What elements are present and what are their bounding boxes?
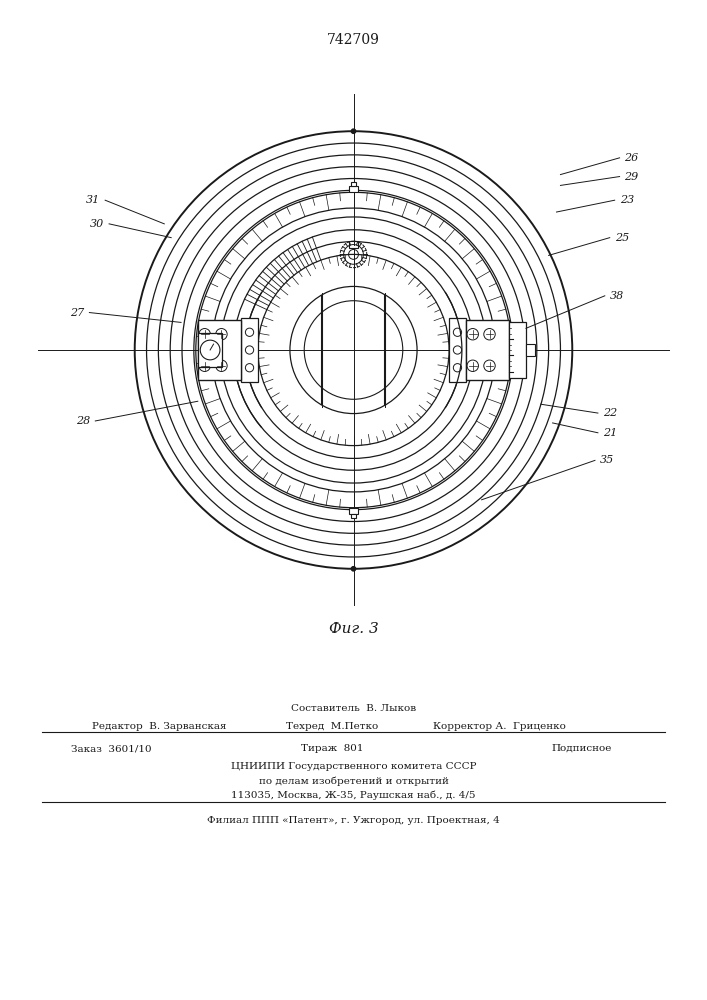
Bar bbox=[509, 322, 526, 378]
Bar bbox=[349, 508, 358, 514]
Text: 21: 21 bbox=[603, 428, 617, 438]
Text: 742709: 742709 bbox=[327, 33, 380, 47]
Text: 30: 30 bbox=[90, 219, 104, 229]
Bar bbox=[449, 318, 466, 382]
Bar bbox=[198, 320, 241, 380]
Bar bbox=[349, 186, 358, 192]
Text: 25: 25 bbox=[614, 233, 629, 243]
Text: 31: 31 bbox=[86, 195, 100, 205]
Text: Техред  М.Петко: Техред М.Петко bbox=[286, 722, 378, 731]
Bar bbox=[349, 241, 358, 248]
Text: 22: 22 bbox=[603, 408, 617, 418]
Text: 35: 35 bbox=[600, 455, 614, 465]
Bar bbox=[526, 344, 534, 356]
Text: по делам изобретений и открытий: по делам изобретений и открытий bbox=[259, 776, 448, 786]
Text: 113035, Москва, Ж-35, Раушская наб., д. 4/5: 113035, Москва, Ж-35, Раушская наб., д. … bbox=[231, 790, 476, 800]
Text: 27: 27 bbox=[70, 308, 84, 318]
Text: Корректор А.  Гриценко: Корректор А. Гриценко bbox=[433, 722, 566, 731]
Circle shape bbox=[351, 567, 356, 571]
Text: 23: 23 bbox=[619, 195, 634, 205]
Text: 28: 28 bbox=[76, 416, 90, 426]
Text: Филиал ППП «Патент», г. Ужгород, ул. Проектная, 4: Филиал ППП «Патент», г. Ужгород, ул. Про… bbox=[207, 816, 500, 825]
Text: Заказ  3601/10: Заказ 3601/10 bbox=[71, 744, 151, 753]
Text: ЦНИИПИ Государственного комитета СССР: ЦНИИПИ Государственного комитета СССР bbox=[230, 762, 477, 771]
Text: 29: 29 bbox=[624, 172, 638, 182]
Text: Фиг. 3: Фиг. 3 bbox=[329, 622, 378, 636]
Text: Составитель  В. Лыков: Составитель В. Лыков bbox=[291, 704, 416, 713]
Circle shape bbox=[351, 129, 356, 133]
Text: Тираж  801: Тираж 801 bbox=[301, 744, 363, 753]
Text: 26: 26 bbox=[624, 153, 638, 163]
Bar bbox=[351, 182, 356, 186]
Text: 38: 38 bbox=[609, 291, 624, 301]
Bar bbox=[466, 320, 509, 380]
Bar bbox=[241, 318, 258, 382]
Bar bbox=[198, 333, 223, 367]
Text: Подписное: Подписное bbox=[551, 744, 612, 753]
Bar bbox=[351, 514, 356, 518]
Text: Редактор  В. Зарванская: Редактор В. Зарванская bbox=[92, 722, 226, 731]
